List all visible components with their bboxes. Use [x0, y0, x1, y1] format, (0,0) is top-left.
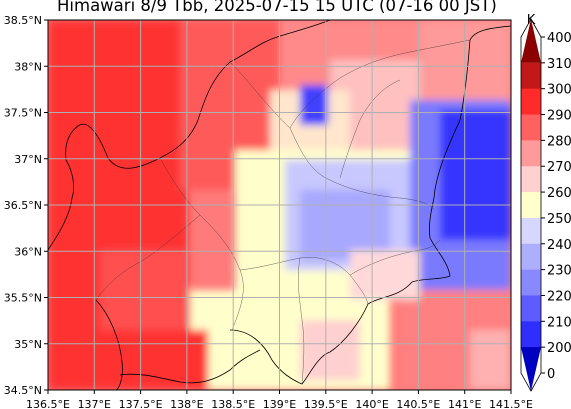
x-tick-label: 140°E [355, 398, 388, 409]
colorbar-tick-label: 220 [547, 289, 571, 304]
colorbar [520, 18, 542, 392]
x-tick-label: 138°E [170, 398, 203, 409]
x-tick-label: 140.5°E [396, 398, 440, 409]
y-tick-label: 37.5°N [4, 107, 42, 120]
colorbar-tick-label: 300 [547, 83, 571, 98]
x-tick-label: 137.5°E [119, 398, 163, 409]
x-tick-label: 139.5°E [304, 398, 348, 409]
colorbar-tick-label: 250 [547, 212, 571, 227]
prefecture-borders [95, 39, 471, 385]
colorbar-ticks: 400 310 300 290 280 270 260 250 240 230 220 210 200 0 [541, 31, 571, 382]
x-tick-label: 139°E [263, 398, 296, 409]
y-axis: 38.5°N 38°N 37.5°N 37°N 36.5°N 36°N 35.5°N 35°N… [4, 14, 48, 397]
y-tick-label: 36°N [14, 245, 42, 258]
y-tick-label: 38.5°N [4, 14, 42, 27]
colorbar-extend-bottom [521, 347, 541, 391]
colorbar-segment [521, 114, 541, 141]
coastline [48, 20, 511, 390]
x-tick-label: 141°E [448, 398, 481, 409]
colorbar-segment [521, 269, 541, 296]
colorbar-tick-label: 240 [547, 238, 571, 253]
y-tick-label: 35.5°N [4, 292, 42, 305]
x-tick-label: 141.5°E [489, 398, 533, 409]
graticule [48, 20, 511, 390]
colorbar-extend-top [521, 19, 541, 63]
x-tick-label: 137°E [78, 398, 111, 409]
colorbar-tick-label: 200 [547, 341, 571, 356]
colorbar-tick-label: 290 [547, 109, 571, 124]
x-axis: 136.5°E 137°E 137.5°E 138°E 138.5°E 139°E 139.… [26, 390, 533, 409]
y-tick-label: 35°N [14, 338, 42, 351]
colorbar-unit-label: K [527, 13, 536, 28]
colorbar-tick-label: 0 [547, 367, 555, 382]
y-tick-label: 38°N [14, 60, 42, 73]
colorbar-segment [521, 243, 541, 271]
y-tick-label: 34.5°N [4, 384, 42, 397]
colorbar-segment [521, 217, 541, 245]
colorbar-tick-label: 230 [547, 264, 571, 279]
colorbar-tick-label: 270 [547, 160, 571, 175]
colorbar-tick-label: 260 [547, 186, 571, 201]
y-tick-label: 37°N [14, 153, 42, 166]
colorbar-segment [521, 166, 541, 193]
colorbar-segment [521, 192, 541, 219]
y-tick-label: 36.5°N [4, 199, 42, 212]
colorbar-segment [521, 140, 541, 167]
colorbar-segment [521, 62, 541, 90]
colorbar-segment [521, 295, 541, 322]
x-tick-label: 138.5°E [211, 398, 255, 409]
x-tick-label: 136.5°E [26, 398, 70, 409]
colorbar-tick-label: 210 [547, 315, 571, 330]
colorbar-segment [521, 321, 541, 348]
colorbar-segment [521, 88, 541, 116]
colorbar-tick-label: 280 [547, 134, 571, 149]
colorbar-tick-label: 400 [547, 31, 571, 46]
map-title: Himawari 8/9 Tbb, 2025-07-15 15 UTC (07-… [57, 0, 497, 15]
colorbar-tick-label: 310 [547, 57, 571, 72]
